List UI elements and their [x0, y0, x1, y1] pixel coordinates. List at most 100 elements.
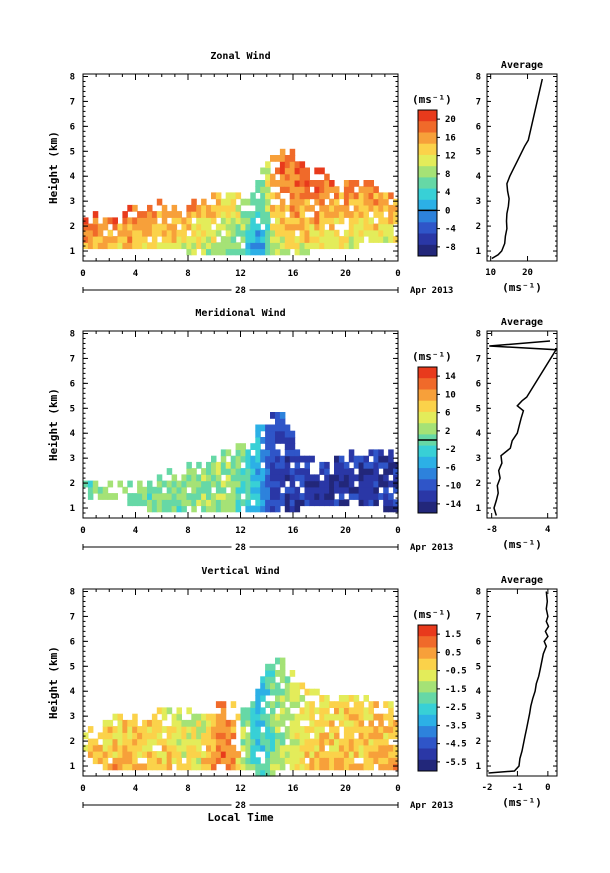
- month-label: Apr 2013: [410, 543, 453, 553]
- profile-y-tick-label: 6: [476, 637, 481, 647]
- heatmap-cell: [220, 732, 227, 740]
- heatmap-cell: [373, 493, 379, 500]
- heatmap-cell: [329, 180, 335, 187]
- heatmap-cell: [348, 229, 355, 237]
- colorbar-tick-label: 0: [445, 206, 450, 216]
- heatmap-cell: [176, 493, 182, 500]
- heatmap-cell: [87, 493, 94, 500]
- heatmap-cell: [309, 236, 315, 243]
- heatmap-cell: [353, 461, 360, 469]
- heatmap-cell: [265, 455, 271, 463]
- heatmap-cell: [220, 486, 227, 494]
- heatmap-cell: [250, 455, 256, 463]
- colorbar-tick-label: -0.5: [445, 667, 467, 677]
- heatmap-cell: [275, 248, 281, 256]
- heatmap-cell: [275, 688, 281, 696]
- heatmap-cell: [220, 499, 227, 507]
- heatmap-cell: [240, 738, 246, 746]
- heatmap-cell: [171, 486, 178, 494]
- heatmap-cell: [353, 455, 360, 463]
- heatmap-cell: [127, 499, 133, 507]
- heatmap-cell: [353, 192, 360, 200]
- heatmap-cell: [284, 424, 291, 432]
- heatmap-cell: [117, 242, 123, 250]
- heatmap-cell: [102, 242, 109, 250]
- heatmap-cell: [156, 763, 163, 771]
- heatmap-cell: [201, 474, 207, 482]
- heatmap-cell: [161, 499, 168, 507]
- heatmap-cell: [334, 242, 340, 250]
- heatmap-cell: [358, 211, 365, 218]
- heatmap-cell: [196, 726, 202, 733]
- heatmap-cell: [206, 204, 212, 212]
- heatmap-cell: [112, 726, 118, 733]
- heatmap-cell: [358, 480, 365, 488]
- heatmap-cell: [265, 480, 271, 488]
- heatmap-cell: [383, 198, 389, 206]
- heatmap-cell: [156, 486, 163, 494]
- heatmap-cell: [388, 732, 394, 740]
- heatmap-cell: [166, 738, 173, 746]
- heatmap-cell: [260, 180, 266, 187]
- heatmap-cell: [215, 468, 222, 475]
- y-axis-label: Height (km): [47, 131, 60, 204]
- heatmap-cell: [319, 192, 325, 200]
- heatmap-cell: [265, 663, 271, 671]
- heatmap-cell: [265, 751, 271, 758]
- colorbar-swatch: [418, 748, 437, 761]
- heatmap-cell: [260, 486, 266, 494]
- heatmap-cell: [166, 468, 173, 475]
- heatmap-cell: [383, 732, 389, 740]
- heatmap-cell: [260, 695, 266, 702]
- heatmap-cell: [117, 732, 123, 740]
- heatmap-cell: [260, 211, 266, 218]
- heatmap-cell: [265, 713, 271, 721]
- heatmap-cell: [171, 757, 178, 765]
- heatmap-cell: [348, 707, 355, 715]
- x-tick-label: 0: [80, 784, 85, 794]
- heatmap-cell: [289, 505, 296, 513]
- heatmap-cell: [304, 486, 310, 494]
- heatmap-cell: [147, 499, 153, 507]
- heatmap-cell: [393, 468, 399, 475]
- heatmap-cell: [211, 474, 217, 482]
- colorbar-swatch: [418, 445, 437, 458]
- heatmap-cell: [294, 701, 301, 708]
- heatmap-cell: [211, 211, 217, 218]
- heatmap-cell: [378, 763, 384, 771]
- heatmap-cell: [132, 738, 138, 746]
- heatmap-cell: [378, 211, 384, 218]
- heatmap-cell: [117, 738, 123, 746]
- heatmap-cell: [156, 480, 163, 488]
- heatmap-cell: [220, 236, 227, 243]
- heatmap-cell: [181, 493, 187, 500]
- colorbar-swatch: [418, 244, 437, 257]
- heatmap-cell: [319, 701, 325, 708]
- heatmap-cell: [147, 763, 153, 771]
- heatmap-cell: [314, 242, 320, 250]
- heatmap-cell: [186, 719, 192, 727]
- heatmap-cell: [368, 751, 374, 758]
- heatmap-cell: [279, 229, 286, 237]
- heatmap-cell: [270, 505, 276, 513]
- heatmap-cell: [147, 726, 153, 733]
- heatmap-cell: [255, 732, 261, 740]
- heatmap-cell: [230, 461, 237, 469]
- heatmap-cell: [353, 229, 360, 237]
- heatmap-cell: [191, 242, 197, 250]
- heatmap-cell: [265, 204, 271, 212]
- heatmap-cell: [211, 248, 217, 256]
- heatmap-cell: [181, 738, 187, 746]
- heatmap-cell: [294, 455, 301, 463]
- heatmap-cell: [240, 211, 246, 218]
- heatmap-cell: [107, 480, 114, 488]
- heatmap-cell: [309, 217, 315, 225]
- heatmap-cell: [225, 449, 232, 457]
- heatmap-cell: [171, 719, 178, 727]
- heatmap-cell: [230, 719, 237, 727]
- heatmap-cell: [279, 732, 286, 740]
- heatmap-cell: [304, 236, 310, 243]
- heatmap-cell: [161, 763, 168, 771]
- heatmap-cell: [368, 732, 374, 740]
